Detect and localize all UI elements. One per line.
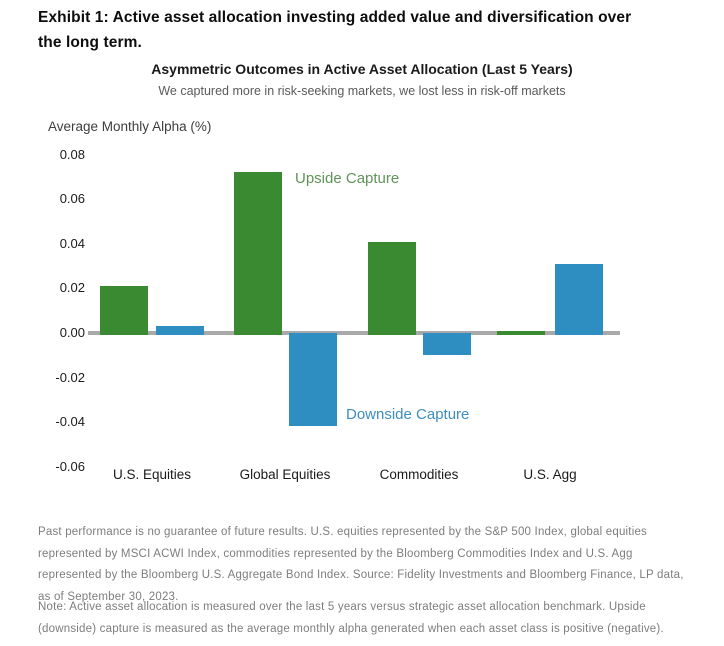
category-label-commodities: Commodities [379,467,459,482]
y-tick-label: 0.04 [59,235,85,251]
y-tick-label: 0.06 [59,191,85,207]
chart-subtitle: We captured more in risk-seeking markets… [158,84,566,98]
downside-capture-label: Downside Capture [346,406,470,423]
y-tick-label: -0.04 [55,414,85,430]
bar-downside-capture-u-s-equities [156,326,204,335]
chart-title: Asymmetric Outcomes in Active Asset Allo… [151,61,573,77]
zero-axis-line [88,331,620,335]
upside-capture-label: Upside Capture [295,170,400,187]
source-footnote: Past performance is no guarantee of futu… [38,526,684,603]
bar-downside-capture-commodities [423,333,471,355]
y-axis-title: Average Monthly Alpha (%) [48,119,212,134]
methodology-footnote: Note: Active asset allocation is measure… [38,601,664,635]
bar-upside-capture-global-equities [234,172,282,335]
bar-upside-capture-commodities [368,242,416,335]
y-tick-label: -0.02 [55,369,85,385]
category-label-u-s-equities: U.S. Equities [112,467,192,482]
category-label-global-equities: Global Equities [239,467,331,482]
exhibit-title: Exhibit 1: Active asset allocation inves… [38,9,632,51]
bar-upside-capture-u-s-agg [497,331,545,335]
y-tick-label: 0.08 [59,146,85,162]
y-tick-label: -0.06 [55,458,85,474]
bar-downside-capture-global-equities [289,333,337,426]
y-tick-label: 0.02 [59,280,85,296]
category-label-u-s-agg: U.S. Agg [523,467,577,482]
bar-downside-capture-u-s-agg [555,264,603,335]
bar-upside-capture-u-s-equities [100,286,148,335]
y-tick-label: 0.00 [59,325,85,340]
